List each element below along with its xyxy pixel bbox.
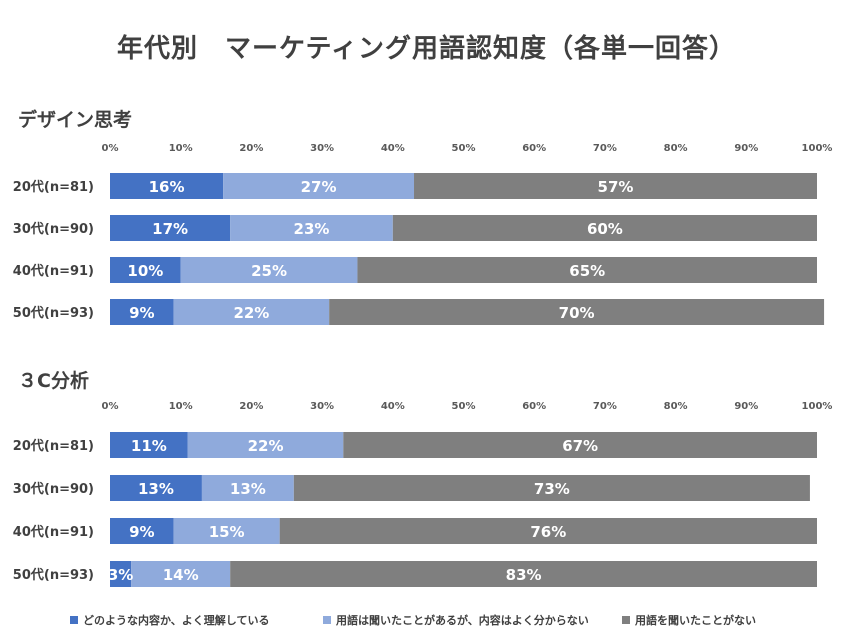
bar-segment-3c-analysis-understand-1 xyxy=(110,475,202,501)
data-label-design-thinking-not-heard-0: 57% xyxy=(598,178,634,196)
bar-segment-3c-analysis-not-heard-0 xyxy=(343,432,817,458)
bar-segment-3c-analysis-understand-2 xyxy=(110,518,174,544)
category-label-design-thinking-1: 30代(n=90) xyxy=(13,221,94,237)
x-tick-label-3c-analysis-3: 30% xyxy=(310,401,334,412)
legend-item-heard: 用語は聞いたことがあるが、内容はよく分からない xyxy=(323,612,589,628)
bar-segment-3c-analysis-understand-3 xyxy=(110,561,132,587)
data-label-3c-analysis-heard-3: 14% xyxy=(163,566,199,584)
x-tick-label-3c-analysis-4: 40% xyxy=(381,401,405,412)
data-label-design-thinking-understand-1: 17% xyxy=(152,220,188,238)
x-tick-label-3c-analysis-10: 100% xyxy=(802,401,833,412)
bar-segment-design-thinking-understand-3 xyxy=(110,299,174,325)
data-label-design-thinking-heard-3: 22% xyxy=(233,304,269,322)
x-tick-label-3c-analysis-8: 80% xyxy=(664,401,688,412)
x-tick-label-3c-analysis-6: 60% xyxy=(522,401,546,412)
x-tick-label-3c-analysis-2: 20% xyxy=(239,401,263,412)
bar-segment-design-thinking-understand-0 xyxy=(110,173,224,199)
x-tick-label-3c-analysis-7: 70% xyxy=(593,401,617,412)
data-label-3c-analysis-heard-0: 22% xyxy=(248,437,284,455)
data-label-design-thinking-not-heard-2: 65% xyxy=(569,262,605,280)
x-tick-label-design-thinking-3: 30% xyxy=(310,143,334,154)
category-label-design-thinking-3: 50代(n=93) xyxy=(13,305,94,321)
legend-label-understand: どのような内容か、よく理解している xyxy=(83,614,270,627)
section-title-3c-analysis: ３C分析 xyxy=(18,370,89,392)
bar-segment-design-thinking-not-heard-2 xyxy=(357,257,817,283)
bar-segment-design-thinking-not-heard-0 xyxy=(414,173,817,199)
bar-segment-design-thinking-not-heard-1 xyxy=(392,215,817,241)
bar-segment-3c-analysis-understand-0 xyxy=(110,432,188,458)
bar-segment-design-thinking-understand-2 xyxy=(110,257,181,283)
x-tick-label-design-thinking-0: 0% xyxy=(102,143,119,154)
legend-swatch-understand xyxy=(70,616,78,624)
x-tick-label-design-thinking-9: 90% xyxy=(734,143,758,154)
section-title-design-thinking: デザイン思考 xyxy=(18,109,133,131)
bar-segment-design-thinking-not-heard-3 xyxy=(329,299,825,325)
data-label-design-thinking-heard-2: 25% xyxy=(251,262,287,280)
data-label-3c-analysis-not-heard-1: 73% xyxy=(534,480,570,498)
x-tick-label-3c-analysis-1: 10% xyxy=(169,401,193,412)
data-label-3c-analysis-not-heard-3: 83% xyxy=(506,566,542,584)
data-label-3c-analysis-heard-1: 13% xyxy=(230,480,266,498)
category-label-3c-analysis-3: 50代(n=93) xyxy=(13,567,94,583)
data-label-3c-analysis-understand-3: 3% xyxy=(108,566,133,584)
data-label-3c-analysis-understand-0: 11% xyxy=(131,437,167,455)
chart-main-title: 年代別 マーケティング用語認知度（各単一回答） xyxy=(117,34,736,64)
category-label-design-thinking-0: 20代(n=81) xyxy=(13,179,94,195)
category-label-3c-analysis-1: 30代(n=90) xyxy=(13,481,94,497)
x-tick-label-design-thinking-5: 50% xyxy=(452,143,476,154)
data-label-3c-analysis-not-heard-0: 67% xyxy=(562,437,598,455)
x-tick-label-design-thinking-1: 10% xyxy=(169,143,193,154)
data-label-design-thinking-not-heard-1: 60% xyxy=(587,220,623,238)
data-label-design-thinking-not-heard-3: 70% xyxy=(559,304,595,322)
data-label-design-thinking-heard-0: 27% xyxy=(301,178,337,196)
category-label-design-thinking-2: 40代(n=91) xyxy=(13,263,94,279)
bar-segment-design-thinking-heard-3 xyxy=(173,299,330,325)
data-label-3c-analysis-understand-1: 13% xyxy=(138,480,174,498)
data-label-design-thinking-understand-2: 10% xyxy=(127,262,163,280)
x-tick-label-design-thinking-2: 20% xyxy=(239,143,263,154)
legend-item-not-heard: 用語を聞いたことがない xyxy=(622,612,756,628)
bar-segment-3c-analysis-heard-0 xyxy=(187,432,344,458)
x-tick-label-design-thinking-8: 80% xyxy=(664,143,688,154)
legend-label-not-heard: 用語を聞いたことがない xyxy=(635,614,756,627)
bar-segment-3c-analysis-not-heard-2 xyxy=(279,518,817,544)
data-label-3c-analysis-understand-2: 9% xyxy=(129,523,154,541)
bar-segment-design-thinking-understand-1 xyxy=(110,215,231,241)
bar-segment-3c-analysis-not-heard-1 xyxy=(293,475,810,501)
category-label-3c-analysis-2: 40代(n=91) xyxy=(13,524,94,540)
bar-segment-design-thinking-heard-1 xyxy=(230,215,393,241)
x-tick-label-design-thinking-10: 100% xyxy=(802,143,833,154)
legend-label-heard: 用語は聞いたことがあるが、内容はよく分からない xyxy=(336,614,589,627)
data-label-design-thinking-heard-1: 23% xyxy=(294,220,330,238)
x-tick-label-3c-analysis-0: 0% xyxy=(102,401,119,412)
x-tick-label-design-thinking-4: 40% xyxy=(381,143,405,154)
bar-segment-design-thinking-heard-2 xyxy=(180,257,358,283)
bar-segment-3c-analysis-heard-3 xyxy=(131,561,231,587)
data-label-design-thinking-understand-3: 9% xyxy=(129,304,154,322)
bar-segment-3c-analysis-heard-2 xyxy=(173,518,280,544)
x-tick-label-3c-analysis-9: 90% xyxy=(734,401,758,412)
category-label-3c-analysis-0: 20代(n=81) xyxy=(13,438,94,454)
x-tick-label-design-thinking-6: 60% xyxy=(522,143,546,154)
data-label-3c-analysis-not-heard-2: 76% xyxy=(530,523,566,541)
bar-segment-3c-analysis-not-heard-3 xyxy=(230,561,817,587)
legend-item-understand: どのような内容か、よく理解している xyxy=(70,612,269,628)
legend: どのような内容か、よく理解している 用語は聞いたことがあるが、内容はよく分からな… xyxy=(0,612,853,632)
bar-segment-3c-analysis-heard-1 xyxy=(201,475,294,501)
data-label-3c-analysis-heard-2: 15% xyxy=(209,523,245,541)
legend-swatch-not-heard xyxy=(622,616,630,624)
legend-swatch-heard xyxy=(323,616,331,624)
x-tick-label-3c-analysis-5: 50% xyxy=(452,401,476,412)
x-tick-label-design-thinking-7: 70% xyxy=(593,143,617,154)
data-label-design-thinking-understand-0: 16% xyxy=(149,178,185,196)
bar-segment-design-thinking-heard-0 xyxy=(223,173,415,199)
